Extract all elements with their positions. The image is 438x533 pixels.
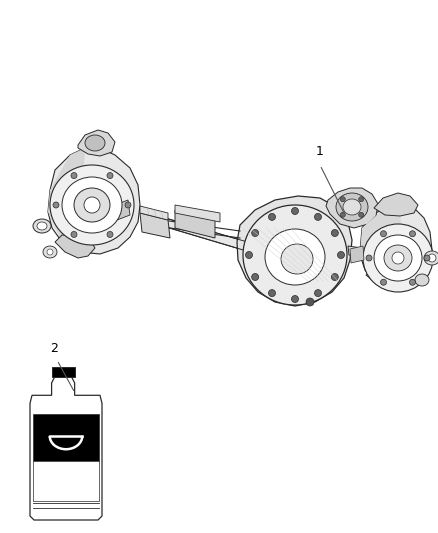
Bar [52, 367, 74, 377]
Ellipse shape [53, 202, 59, 208]
Ellipse shape [381, 279, 386, 285]
Ellipse shape [384, 245, 412, 271]
Ellipse shape [410, 231, 416, 237]
Ellipse shape [381, 231, 386, 237]
Ellipse shape [306, 298, 314, 306]
Bar [33, 461, 99, 501]
Polygon shape [48, 148, 140, 254]
Text: 2: 2 [50, 342, 58, 355]
Ellipse shape [85, 135, 105, 151]
Polygon shape [175, 205, 220, 222]
Ellipse shape [50, 165, 134, 245]
Ellipse shape [410, 279, 416, 285]
Polygon shape [348, 246, 376, 258]
Ellipse shape [84, 197, 100, 213]
Polygon shape [30, 375, 102, 520]
Ellipse shape [107, 231, 113, 237]
Ellipse shape [107, 173, 113, 179]
Ellipse shape [343, 199, 361, 215]
Polygon shape [360, 205, 404, 288]
Ellipse shape [252, 273, 259, 280]
Ellipse shape [338, 252, 345, 259]
Ellipse shape [246, 252, 252, 259]
Ellipse shape [336, 193, 368, 221]
Ellipse shape [331, 230, 338, 237]
Ellipse shape [62, 177, 122, 233]
Polygon shape [55, 235, 95, 258]
Ellipse shape [424, 251, 438, 265]
Ellipse shape [415, 274, 429, 286]
Ellipse shape [314, 213, 321, 220]
Ellipse shape [292, 207, 299, 214]
Ellipse shape [424, 255, 430, 261]
Ellipse shape [359, 212, 364, 217]
Polygon shape [175, 210, 215, 238]
Ellipse shape [252, 230, 259, 237]
Ellipse shape [340, 197, 345, 201]
Polygon shape [366, 268, 412, 290]
Polygon shape [350, 246, 364, 263]
Ellipse shape [71, 173, 77, 179]
Ellipse shape [43, 246, 57, 258]
Polygon shape [374, 193, 418, 216]
Ellipse shape [125, 202, 131, 208]
Ellipse shape [392, 252, 404, 264]
Bar [33, 414, 99, 461]
Polygon shape [140, 206, 168, 220]
Ellipse shape [37, 222, 47, 230]
Ellipse shape [74, 188, 110, 222]
Ellipse shape [340, 212, 345, 217]
Ellipse shape [265, 229, 325, 285]
Ellipse shape [47, 249, 53, 255]
Ellipse shape [243, 205, 347, 305]
Polygon shape [78, 130, 115, 156]
Polygon shape [237, 196, 352, 306]
Ellipse shape [268, 289, 276, 296]
Ellipse shape [292, 295, 299, 303]
Ellipse shape [428, 254, 436, 262]
Ellipse shape [281, 244, 313, 274]
Ellipse shape [374, 235, 422, 281]
Ellipse shape [363, 224, 433, 292]
Ellipse shape [331, 273, 338, 280]
Polygon shape [326, 188, 378, 228]
Polygon shape [48, 148, 85, 252]
Ellipse shape [314, 289, 321, 296]
Ellipse shape [268, 213, 276, 220]
Ellipse shape [359, 197, 364, 201]
Polygon shape [115, 200, 130, 220]
Ellipse shape [366, 255, 372, 261]
Polygon shape [140, 213, 170, 238]
Polygon shape [360, 205, 432, 288]
Polygon shape [155, 215, 270, 258]
Ellipse shape [71, 231, 77, 237]
Ellipse shape [33, 219, 51, 233]
Text: 1: 1 [316, 145, 324, 158]
